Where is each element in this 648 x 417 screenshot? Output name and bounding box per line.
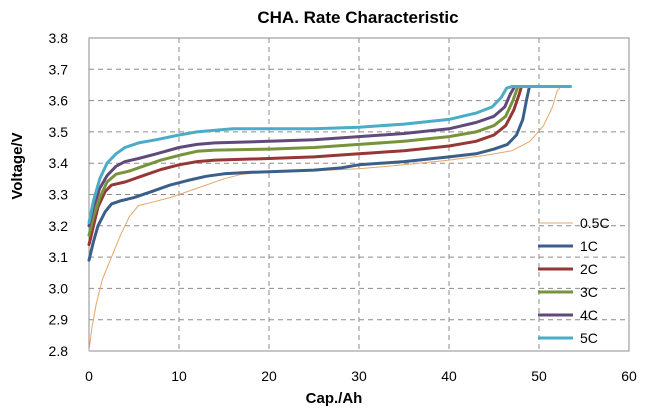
legend-label: 2C [580, 261, 598, 277]
chart-title: CHA. Rate Characteristic [257, 8, 458, 27]
y-tick-label: 3.3 [49, 187, 69, 203]
series-line-1c [87, 85, 532, 262]
legend-label: 0.5C [580, 215, 610, 231]
axis-ticks: 0 10 20 30 40 50 60 2.8 2.9 3.0 3.1 3.2 3.3 3.4 3.5 3.6… [49, 30, 637, 384]
series-line-5c [87, 85, 572, 225]
legend-label: 4C [580, 307, 598, 323]
series-line-3c [87, 86, 519, 237]
x-tick-label: 10 [171, 368, 187, 384]
legend-label: 5C [580, 330, 598, 346]
y-tick-label: 2.9 [49, 312, 69, 328]
y-tick-label: 3.7 [49, 61, 69, 77]
y-tick-label: 3.5 [49, 124, 69, 140]
x-tick-label: 60 [621, 368, 637, 384]
y-tick-label: 3.1 [49, 249, 69, 265]
legend-label: 3C [580, 284, 598, 300]
plot-area-frame [88, 37, 630, 352]
data-series [87, 85, 572, 352]
x-tick-label: 20 [261, 368, 277, 384]
x-tick-label: 0 [85, 368, 93, 384]
y-tick-label: 3.6 [49, 93, 69, 109]
series-line-4c [87, 86, 516, 228]
y-tick-label: 3.2 [49, 218, 69, 234]
legend: 0.5C 1C 2C 3C 4C 5C [538, 215, 610, 346]
x-tick-label: 30 [351, 368, 367, 384]
gridlines [89, 38, 629, 351]
y-axis-label: Voltage/V [9, 132, 26, 199]
y-tick-label: 2.8 [49, 343, 69, 359]
series-line-0-5c [88, 87, 561, 352]
y-tick-label: 3.8 [49, 30, 69, 46]
series-line-2c [87, 86, 523, 247]
x-axis-label: Cap./Ah [306, 390, 363, 407]
x-tick-label: 50 [531, 368, 547, 384]
y-tick-label: 3.0 [49, 280, 69, 296]
x-tick-label: 40 [441, 368, 457, 384]
legend-label: 1C [580, 238, 598, 254]
y-tick-label: 3.4 [49, 155, 69, 171]
